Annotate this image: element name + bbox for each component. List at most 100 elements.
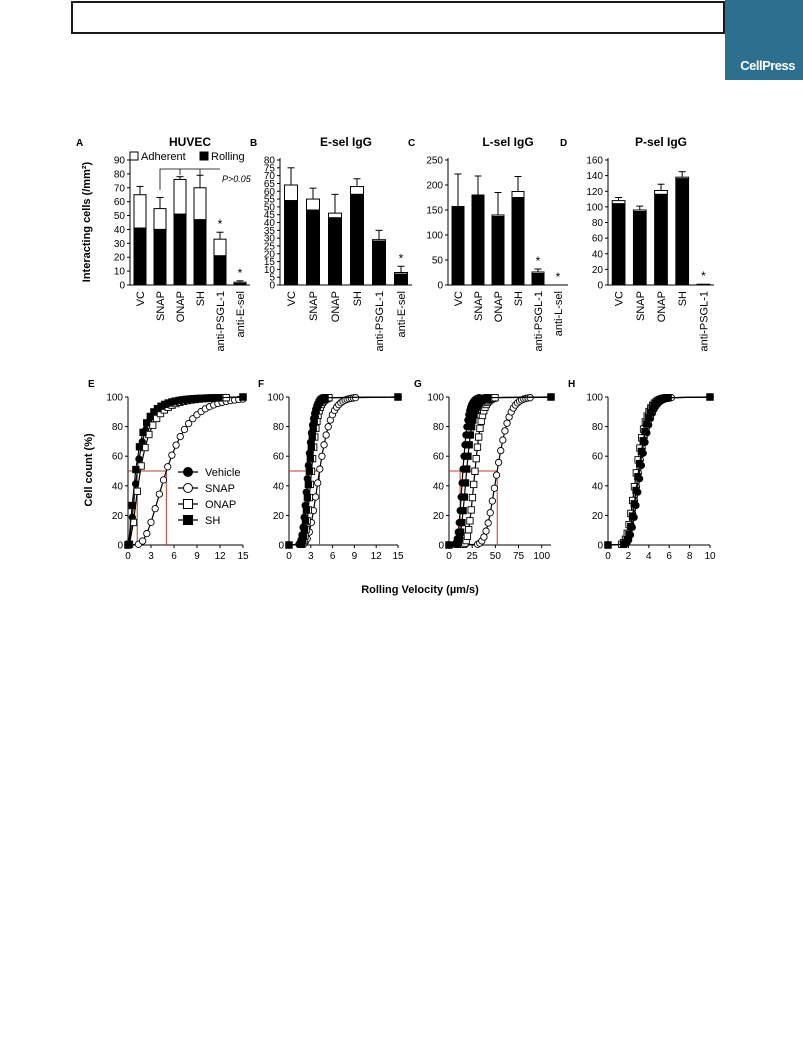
y-tick-label-C: 100 [426, 231, 443, 242]
panel-label-G: G [414, 379, 422, 390]
marker-sh-G [455, 535, 464, 543]
marker-sh-F [394, 393, 402, 401]
marker-sh-E [128, 501, 136, 510]
marker-sh-H [641, 427, 649, 436]
y-tick-label-B: 25 [264, 241, 276, 252]
marker-snap-E [155, 490, 164, 498]
marker-sh-E [132, 465, 140, 474]
bar-adherent-A [153, 208, 167, 230]
marker-sh-H [643, 420, 651, 428]
bar-adherent-B [306, 198, 320, 211]
x-tick-label-H: 2 [626, 551, 632, 562]
y-tick-label-G: 60 [433, 452, 445, 463]
header-box [71, 1, 725, 34]
y-tick-label-D: 160 [586, 156, 603, 167]
y-tick-label-F: 40 [273, 481, 285, 492]
category-label-D: SNAP [635, 291, 647, 321]
y-tick-label-A: 50 [114, 211, 126, 222]
marker-onap-G [466, 517, 474, 525]
marker-snap-E [176, 432, 184, 441]
cellpress-logo: CellPress [740, 58, 795, 73]
marker-sh-F [299, 532, 308, 540]
marker-onap-G [470, 480, 478, 489]
x-tick-label-E: 3 [148, 551, 154, 562]
bar-rolling-C [451, 206, 465, 286]
x-tick-label-G: 0 [446, 551, 452, 562]
category-label-D: VC [614, 291, 626, 306]
bar-adherent-B [328, 212, 342, 219]
y-tick-label-A: 80 [114, 169, 126, 180]
y-tick-label-C: 250 [426, 156, 443, 167]
panel-title-A: HUVEC [169, 135, 211, 149]
marker-sh-E [142, 419, 151, 427]
category-label-A: anti-PSGL-1 [215, 291, 227, 352]
marker-sh-E [135, 443, 144, 451]
y-tick-label-B: 45 [264, 210, 276, 221]
bar-rolling-C [511, 197, 525, 286]
marker-sh-H [637, 447, 646, 456]
legend-swatch-adherent [129, 151, 139, 161]
x-tick-label-H: 8 [687, 551, 693, 562]
x-axis-title-bottom: Rolling Velocity (µm/s) [361, 584, 479, 596]
bar-rolling-D [675, 178, 690, 286]
marker-snap-F [316, 465, 324, 473]
x-tick-label-F: 12 [371, 551, 383, 562]
category-label-C: VC [453, 291, 465, 306]
y-tick-label-B: 65 [264, 179, 276, 190]
marker-snap-G [494, 458, 503, 467]
bar-rolling-B [284, 200, 298, 286]
legend-marker-snap [183, 483, 193, 493]
bar-rolling-A [213, 255, 227, 286]
y-tick-label-A: 0 [119, 281, 125, 292]
marker-snap-G [488, 497, 496, 505]
marker-snap-F [318, 452, 326, 460]
marker-sh-G [460, 493, 469, 501]
significance-star-C: * [556, 270, 561, 284]
bar-rolling-B [372, 240, 386, 286]
marker-sh-H [664, 394, 672, 402]
y-tick-label-A: 40 [114, 225, 126, 236]
y-tick-label-B: 50 [264, 202, 276, 213]
x-tick-label-F: 15 [392, 551, 404, 562]
panel-label-B: B [250, 138, 257, 149]
y-tick-label-F: 60 [273, 452, 285, 463]
x-tick-label-G: 100 [533, 551, 550, 562]
marker-sh-G [464, 452, 472, 460]
panel-label-D: D [560, 138, 567, 149]
legend-label-rolling: Rolling [211, 151, 245, 163]
bar-adherent-B [350, 186, 364, 195]
y-tick-label-D: 120 [586, 187, 603, 198]
y-tick-label-E: 80 [112, 422, 124, 433]
cellpress-logo-tab: CellPress [725, 0, 803, 80]
y-tick-label-B: 55 [264, 195, 276, 206]
bar-rolling-D [632, 211, 647, 286]
marker-sh-G [463, 465, 471, 473]
marker-sh-G [457, 528, 465, 536]
marker-snap-E [184, 419, 193, 428]
x-tick-label-F: 3 [308, 551, 314, 562]
y-tick-label-B: 35 [264, 226, 276, 237]
x-tick-label-E: 6 [171, 551, 177, 562]
marker-sh-E [139, 428, 147, 437]
marker-sh-G [461, 479, 470, 487]
y-tick-label-D: 60 [592, 234, 604, 245]
y-tick-label-D: 140 [586, 171, 603, 182]
y-tick-label-F: 0 [278, 541, 284, 552]
y-tick-label-H: 20 [592, 511, 604, 522]
y-tick-label-E: 40 [112, 481, 124, 492]
marker-sh-F [307, 443, 315, 451]
legend-label-adherent: Adherent [141, 151, 186, 163]
marker-sh-F [300, 526, 309, 534]
y-tick-label-B: 80 [264, 156, 276, 167]
marker-snap-E [164, 463, 172, 471]
marker-snap-E [180, 425, 189, 434]
x-tick-label-F: 9 [352, 551, 358, 562]
marker-onap-E [149, 421, 157, 429]
marker-snap-E [143, 529, 151, 538]
y-tick-label-C: 150 [426, 206, 443, 217]
bar-adherent-C [511, 191, 525, 198]
bar-rolling-D [611, 203, 626, 286]
y-tick-label-A: 60 [114, 197, 126, 208]
marker-onap-G [463, 532, 472, 540]
marker-snap-E [151, 504, 159, 513]
